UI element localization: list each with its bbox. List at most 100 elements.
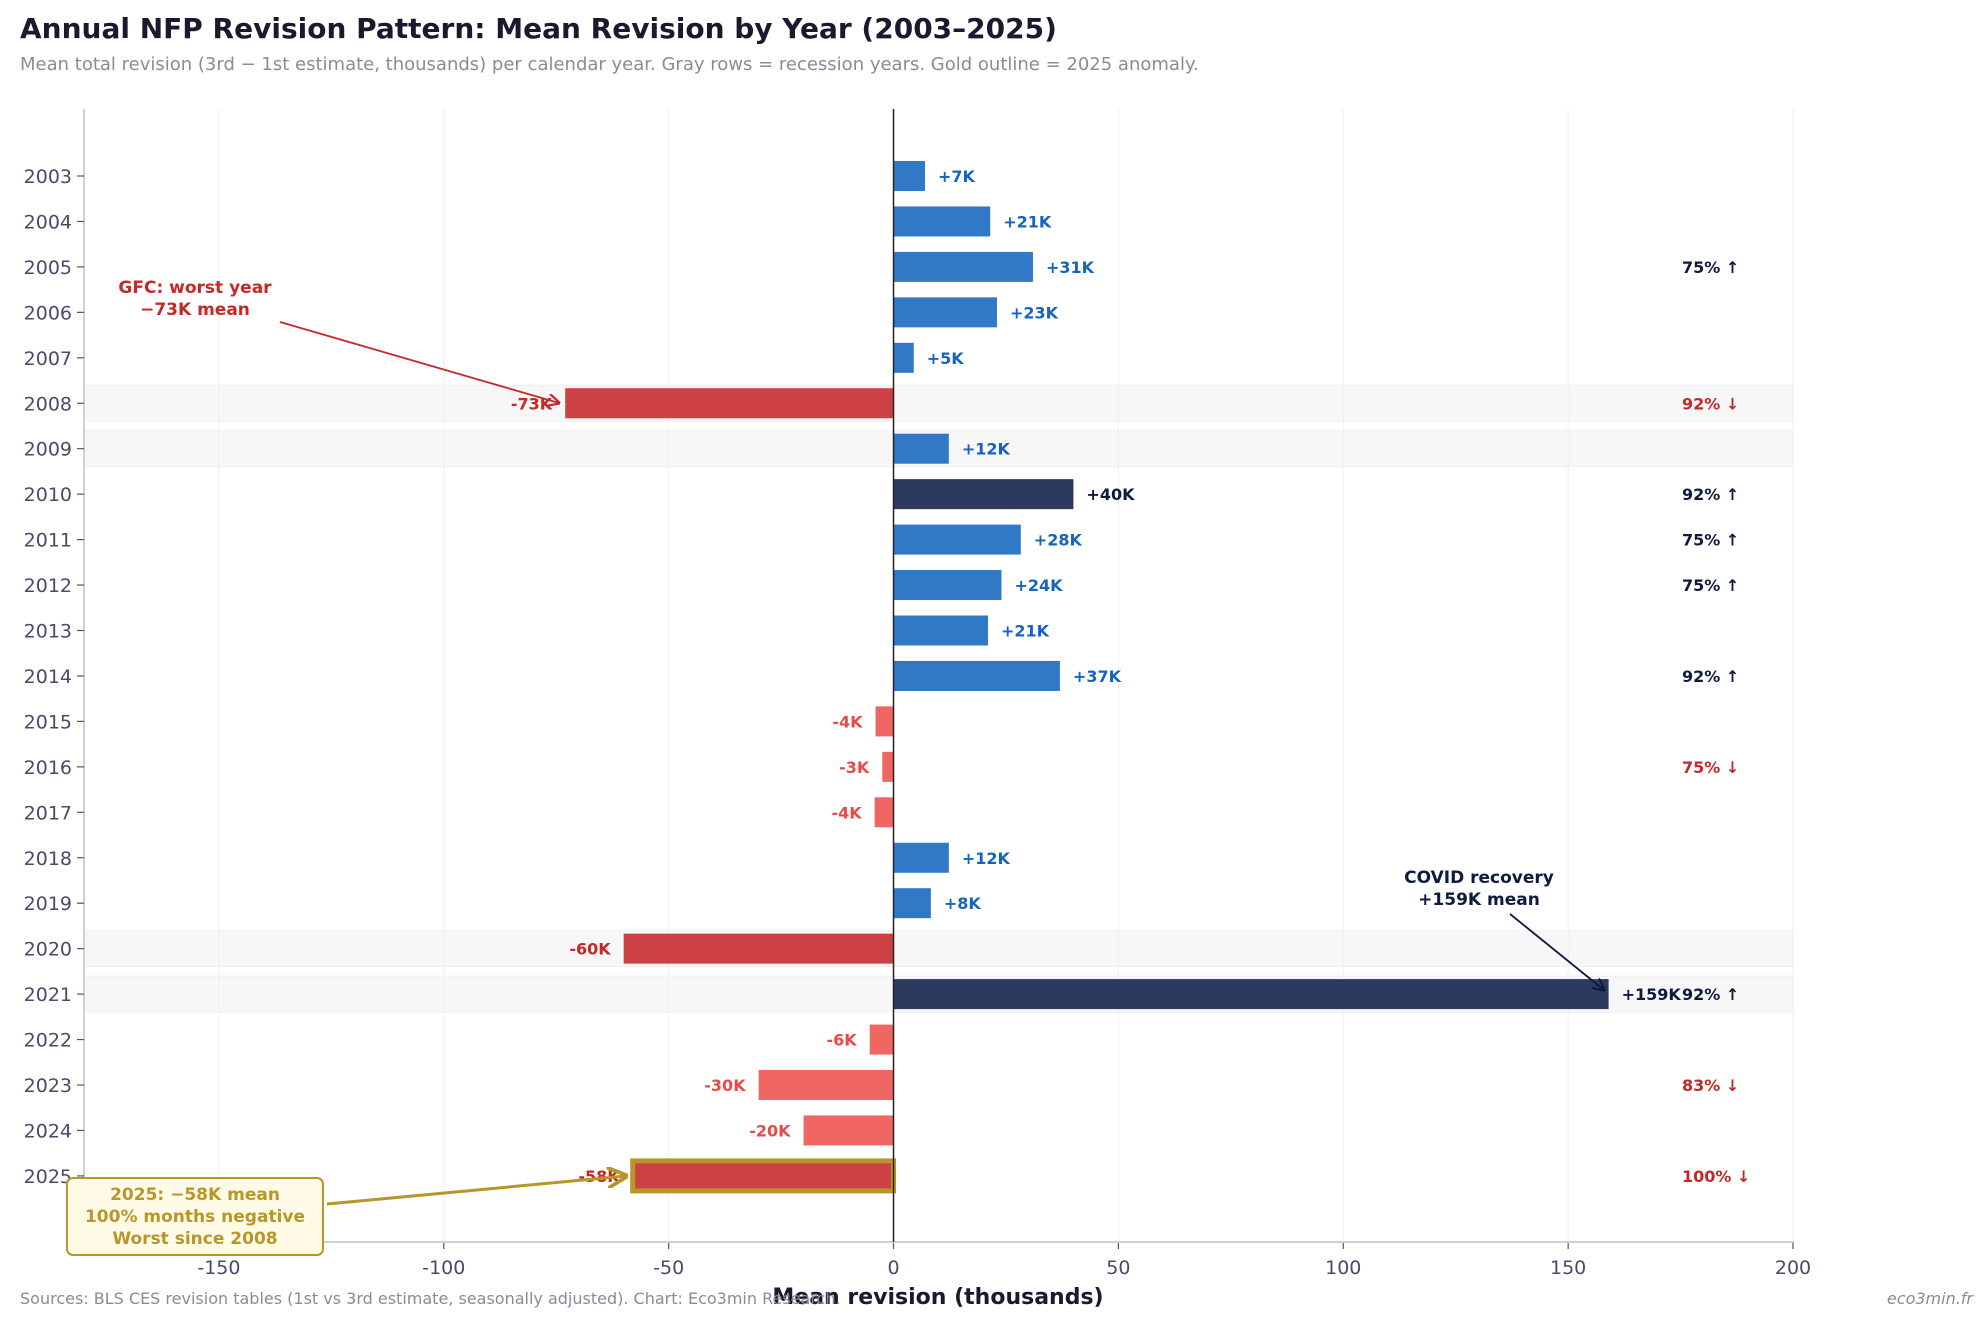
y-tick-label: 2011	[24, 530, 72, 552]
bar-value-label: -60K	[569, 940, 611, 959]
y-tick-label: 2017	[24, 802, 72, 824]
bar-2015	[875, 706, 894, 737]
direction-share-label: 92% ↓	[1682, 394, 1739, 413]
bar-value-label: -73K	[511, 394, 553, 413]
y-tick-label: 2018	[24, 848, 72, 870]
bar-2020	[623, 933, 894, 964]
bar-2011	[893, 524, 1021, 555]
y-tick-label: 2006	[24, 302, 72, 324]
y-tick-label: 2016	[24, 757, 72, 779]
anomaly-annotation-text: 2025: −58K mean	[110, 1185, 280, 1205]
x-tick-label: -100	[422, 1257, 465, 1279]
bar-2022	[869, 1024, 894, 1055]
bar-labels: +7K +21K +31K +23K +5K -73K +12K +40K +28K +24K +2…	[511, 167, 1682, 1186]
y-tick-label: 2019	[24, 893, 72, 915]
bar-2016	[882, 751, 894, 782]
y-tick-label: 2015	[24, 711, 72, 733]
y-tick-label: 2020	[24, 939, 72, 961]
y-tick-label: 2023	[24, 1075, 72, 1097]
direction-share-label: 92% ↑	[1682, 667, 1739, 686]
bar-value-label: -4K	[831, 803, 862, 822]
bar-value-label: +21K	[1001, 622, 1050, 641]
x-tick-label: -150	[197, 1257, 240, 1279]
anomaly-annotation-box	[66, 1177, 324, 1256]
anomaly-annotation-arrow	[326, 1176, 626, 1206]
bar-value-label: +23K	[1010, 303, 1059, 322]
bar-2013	[893, 615, 988, 646]
x-tick-label: 50	[1106, 1257, 1130, 1279]
gfc-annotation-text: GFC: worst year	[118, 278, 272, 298]
y-tick-label: 2024	[24, 1120, 72, 1142]
bar-2006	[893, 297, 997, 328]
gridlines	[218, 109, 1794, 1242]
direction-share-label: 75% ↑	[1682, 531, 1739, 550]
direction-share-label: 100% ↓	[1682, 1167, 1750, 1186]
bar-value-label: -20K	[749, 1121, 791, 1140]
bar-value-label: +31K	[1046, 258, 1095, 277]
covid-annotation-arrow	[1509, 913, 1604, 990]
anomaly-annotation-text: 100% months negative	[85, 1207, 305, 1227]
bar-2010	[893, 479, 1074, 510]
covid-annotation-text: COVID recovery	[1404, 868, 1554, 888]
anomaly-annotation-text: Worst since 2008	[112, 1229, 277, 1249]
sources-note: Sources: BLS CES revision tables (1st vs…	[20, 1289, 841, 1308]
bar-2014	[893, 660, 1060, 691]
bar-value-label: -30K	[704, 1076, 746, 1095]
gfc-annotation-text: −73K mean	[140, 300, 250, 320]
y-tick-label: 2009	[24, 439, 72, 461]
x-tick-label: 0	[887, 1257, 899, 1279]
bar-value-label: +37K	[1073, 667, 1122, 686]
direction-share-label: 75% ↑	[1682, 258, 1739, 277]
bar-value-label: +12K	[962, 440, 1011, 459]
bar-2017	[874, 797, 894, 828]
covid-annotation-text: +159K mean	[1418, 890, 1540, 910]
bar-2003	[893, 161, 926, 191]
chart-subtitle: Mean total revision (3rd − 1st estimate,…	[20, 54, 1199, 75]
bar-2018	[893, 842, 949, 873]
bar-value-label: +8K	[944, 894, 982, 913]
direction-share-label: 92% ↑	[1682, 985, 1739, 1004]
y-tick-label: 2025	[24, 1166, 72, 1188]
bar-2008	[565, 388, 894, 419]
bar-2023	[758, 1070, 894, 1100]
direction-share-labels: 75% ↑ 92% ↓ 92% ↑ 75% ↑ 75% ↑ 92% ↑ 75% ↓ 92% ↑…	[1682, 258, 1750, 1186]
y-tick-label: 2013	[24, 621, 72, 643]
bar-value-label: +5K	[927, 349, 965, 368]
y-tick-label: 2021	[24, 984, 72, 1006]
bar-value-label: -6K	[827, 1031, 858, 1050]
bar-value-label: +7K	[938, 167, 976, 186]
bar-2021	[893, 979, 1609, 1010]
brand-label: eco3min.fr	[1887, 1289, 1975, 1308]
direction-share-label: 83% ↓	[1682, 1076, 1739, 1095]
bar-2012	[893, 570, 1002, 601]
bar-2005	[893, 251, 1033, 282]
x-axis-label: Mean revision (thousands)	[772, 1285, 1103, 1310]
y-tick-label: 2010	[24, 484, 72, 506]
recession-band-2008	[83, 384, 1794, 422]
y-tick-label: 2007	[24, 348, 72, 370]
direction-share-label: 75% ↑	[1682, 576, 1739, 595]
direction-share-label: 92% ↑	[1682, 485, 1739, 504]
bar-value-label: +28K	[1034, 531, 1083, 550]
bar-2024	[803, 1115, 894, 1146]
bar-value-label: +12K	[962, 849, 1011, 868]
bar-2004	[893, 206, 991, 237]
y-tick-label: 2003	[24, 166, 72, 188]
gfc-annotation-arrow	[279, 321, 559, 403]
x-tick-label: 150	[1550, 1257, 1586, 1279]
bar-2009	[893, 433, 949, 464]
recession-band-2020	[83, 930, 1794, 968]
bar-value-label: -3K	[839, 758, 870, 777]
x-tick-label: 200	[1775, 1257, 1811, 1279]
bar-2007	[893, 342, 914, 373]
bar-value-label: +159K	[1622, 985, 1682, 1004]
bar-value-label: -4K	[832, 712, 863, 731]
y-tick-label: 2022	[24, 1030, 72, 1052]
chart-title: Annual NFP Revision Pattern: Mean Revisi…	[20, 12, 1057, 45]
bar-value-label: +21K	[1003, 212, 1052, 231]
y-tick-label: 2012	[24, 575, 72, 597]
bar-value-label: +40K	[1086, 485, 1135, 504]
x-tick-label: 100	[1325, 1257, 1361, 1279]
y-tick-label: 2008	[24, 393, 72, 415]
y-tick-label: 2004	[24, 211, 72, 233]
